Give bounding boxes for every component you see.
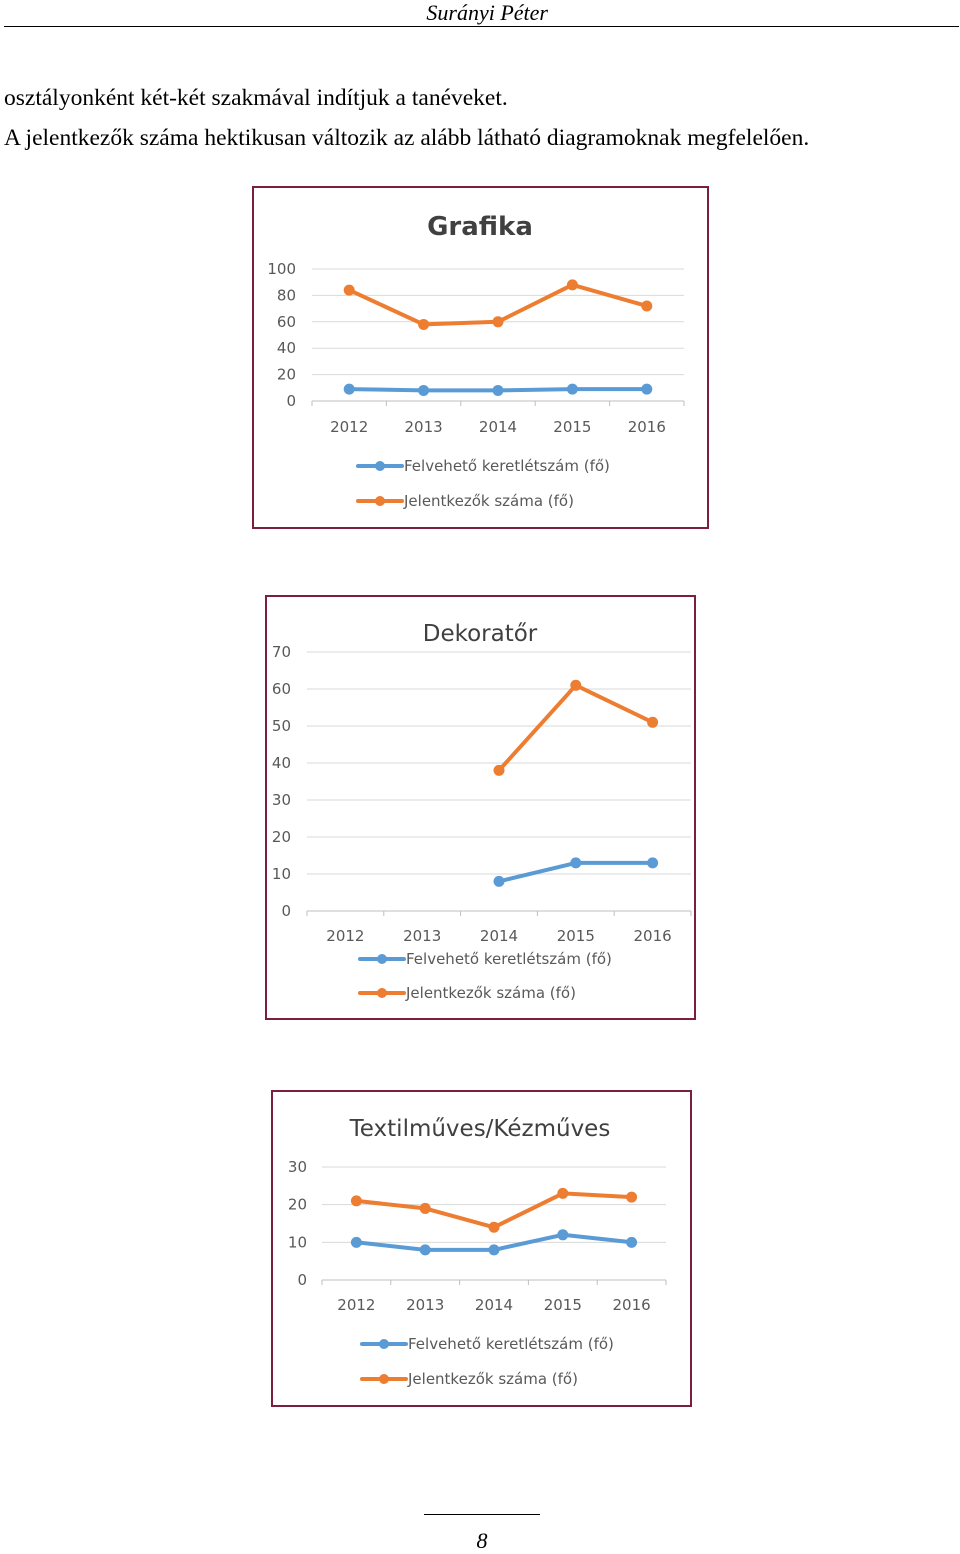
data-point bbox=[418, 318, 430, 330]
legend-marker-2 bbox=[377, 988, 387, 998]
data-point bbox=[626, 1236, 638, 1248]
x-tick-label: 2013 bbox=[406, 1296, 444, 1314]
y-tick-label: 50 bbox=[272, 717, 291, 735]
x-tick-label: 2014 bbox=[479, 418, 517, 436]
legend-label-1: Felvehető keretlétszám (fő) bbox=[404, 457, 610, 475]
y-tick-label: 10 bbox=[288, 1233, 307, 1251]
legend-marker-1 bbox=[377, 954, 387, 964]
y-tick-label: 30 bbox=[272, 791, 291, 809]
data-point bbox=[570, 679, 582, 691]
legend-marker-1 bbox=[379, 1339, 389, 1349]
data-point bbox=[492, 316, 504, 328]
x-tick-label: 2015 bbox=[553, 418, 591, 436]
x-tick-label: 2016 bbox=[628, 418, 666, 436]
data-point bbox=[350, 1195, 362, 1207]
x-tick-label: 2015 bbox=[557, 927, 595, 945]
legend-label-2: Jelentkezők száma (fő) bbox=[405, 984, 576, 1002]
data-point bbox=[492, 384, 504, 396]
y-tick-label: 60 bbox=[272, 680, 291, 698]
legend-label-2: Jelentkezők száma (fő) bbox=[403, 492, 574, 510]
legend-label-1: Felvehető keretlétszám (fő) bbox=[406, 950, 612, 968]
chart-grafika: Grafika 0 20 40 60 80 100 2012 2013 2014 2015 2016 F… bbox=[252, 186, 709, 529]
data-point bbox=[419, 1202, 431, 1214]
x-tick-label: 2012 bbox=[337, 1296, 375, 1314]
y-tick-label: 30 bbox=[288, 1158, 307, 1176]
chart-title-textilmuves: Textilműves/Kézműves bbox=[349, 1116, 611, 1142]
legend-marker-2 bbox=[379, 1374, 389, 1384]
data-point bbox=[488, 1244, 500, 1256]
data-point bbox=[343, 284, 355, 296]
y-tick-label: 60 bbox=[277, 313, 296, 331]
y-tick-label: 0 bbox=[281, 902, 291, 920]
chart-dekorator: Dekoratőr 0 10 20 30 40 50 60 70 2012 2013 2014 2015… bbox=[265, 595, 696, 1020]
y-tick-label: 40 bbox=[277, 339, 296, 357]
x-tick-label: 2014 bbox=[475, 1296, 513, 1314]
header-rule bbox=[4, 26, 959, 27]
y-tick-label: 0 bbox=[286, 392, 296, 410]
legend-marker-2 bbox=[375, 496, 385, 506]
footer-rule bbox=[424, 1514, 540, 1515]
y-tick-label: 80 bbox=[277, 286, 296, 304]
chart-grafika-svg: Grafika 0 20 40 60 80 100 2012 2013 2014 2015 2016 F… bbox=[267, 212, 685, 510]
chart-title-dekorator: Dekoratőr bbox=[423, 621, 538, 647]
x-tick-label: 2012 bbox=[330, 418, 368, 436]
data-point bbox=[419, 1244, 431, 1256]
data-point bbox=[418, 384, 430, 396]
data-point bbox=[570, 857, 582, 869]
data-point bbox=[557, 1187, 569, 1199]
x-tick-label: 2012 bbox=[326, 927, 364, 945]
data-point bbox=[647, 716, 659, 728]
data-point bbox=[566, 279, 578, 291]
chart-title-grafika: Grafika bbox=[427, 212, 533, 242]
data-point bbox=[488, 1221, 500, 1233]
y-tick-label: 20 bbox=[277, 366, 296, 384]
data-point bbox=[493, 764, 505, 776]
data-point bbox=[566, 383, 578, 395]
data-point bbox=[647, 857, 659, 869]
data-point bbox=[641, 300, 653, 312]
chart-dekorator-svg: Dekoratőr 0 10 20 30 40 50 60 70 2012 2013 2014 2015… bbox=[272, 621, 692, 1002]
x-tick-label: 2013 bbox=[405, 418, 443, 436]
y-tick-label: 0 bbox=[297, 1271, 307, 1289]
series-line-2 bbox=[497, 683, 655, 773]
data-point bbox=[493, 875, 505, 887]
y-tick-label: 100 bbox=[267, 260, 296, 278]
x-tick-label: 2016 bbox=[634, 927, 672, 945]
running-header-author: Surányi Péter bbox=[426, 0, 548, 25]
y-tick-label: 40 bbox=[272, 754, 291, 772]
legend-marker-1 bbox=[375, 461, 385, 471]
legend-label-2: Jelentkezők száma (fő) bbox=[407, 1370, 578, 1388]
x-tick-label: 2013 bbox=[403, 927, 441, 945]
x-tick-label: 2016 bbox=[613, 1296, 651, 1314]
body-text-line-1: osztályonként két-két szakmával indítjuk… bbox=[4, 85, 508, 111]
y-tick-label: 20 bbox=[288, 1196, 307, 1214]
y-tick-label: 20 bbox=[272, 828, 291, 846]
y-tick-label: 10 bbox=[272, 865, 291, 883]
x-tick-label: 2014 bbox=[480, 927, 518, 945]
page-number: 8 bbox=[476, 1528, 488, 1553]
data-point bbox=[557, 1229, 569, 1241]
y-tick-label: 70 bbox=[272, 643, 291, 661]
chart-textilmuves: Textilműves/Kézműves 0 10 20 30 2012 2013 2014 2… bbox=[271, 1090, 692, 1407]
data-point bbox=[343, 383, 355, 395]
data-point bbox=[626, 1191, 638, 1203]
body-text-line-2: A jelentkezők száma hektikusan változik … bbox=[4, 125, 810, 151]
data-point bbox=[350, 1236, 362, 1248]
legend-label-1: Felvehető keretlétszám (fő) bbox=[408, 1335, 614, 1353]
x-tick-label: 2015 bbox=[544, 1296, 582, 1314]
data-point bbox=[641, 383, 653, 395]
chart-textilmuves-svg: Textilműves/Kézműves 0 10 20 30 2012 2013 2014 2… bbox=[288, 1116, 667, 1388]
